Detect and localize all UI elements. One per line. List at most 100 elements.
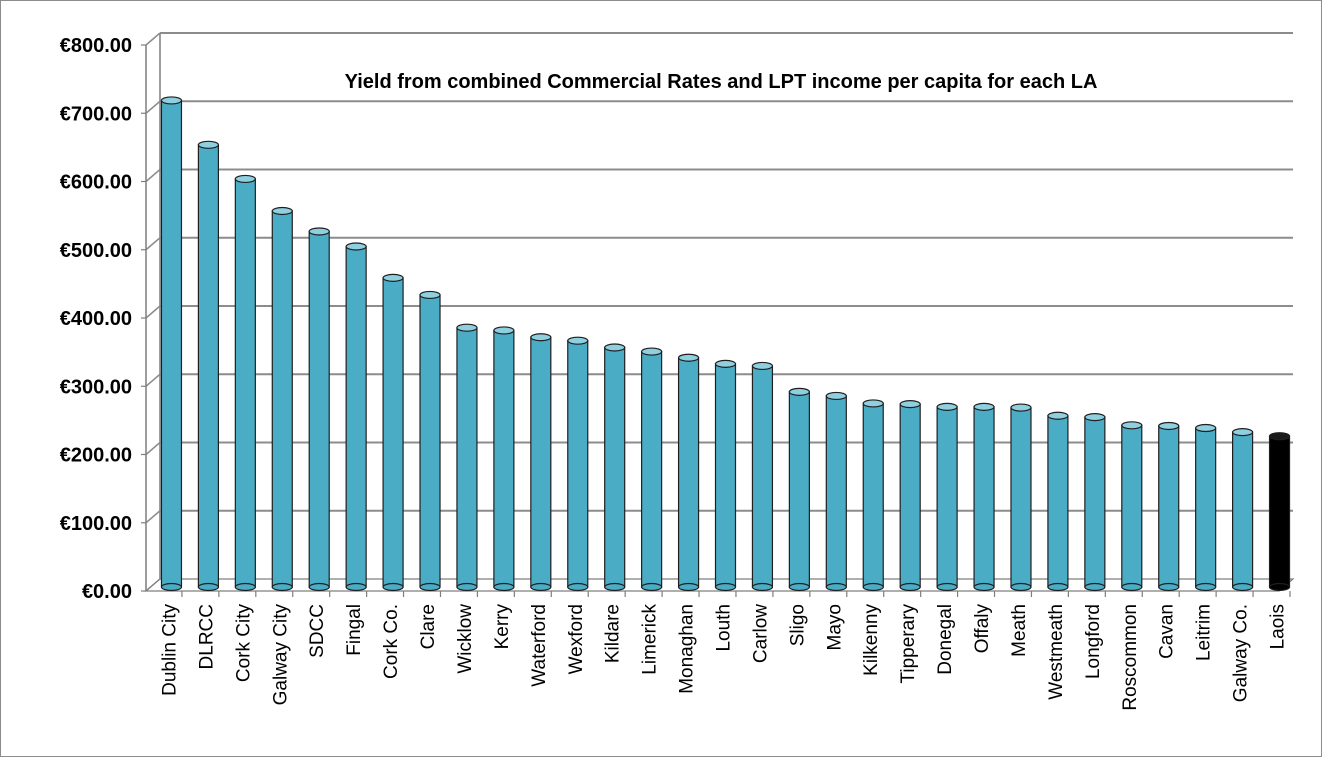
x-tick-label: Mayo xyxy=(824,604,845,650)
bar-body xyxy=(862,402,884,588)
bar-body xyxy=(788,391,810,588)
bar xyxy=(493,326,515,592)
y-tick-label: €400.00 xyxy=(60,308,132,330)
bars xyxy=(160,96,1291,592)
bar-base xyxy=(1047,582,1069,592)
x-tick-label: Wicklow xyxy=(455,604,476,674)
bar xyxy=(160,96,183,592)
bar-body xyxy=(751,365,774,588)
bar-base xyxy=(456,582,478,592)
bar-top xyxy=(382,273,404,282)
bar xyxy=(1047,411,1069,592)
bar-base xyxy=(493,582,515,592)
x-tick-label: Waterford xyxy=(529,604,550,687)
x-tick-label: Carlow xyxy=(750,604,771,663)
y-tick-label: €0.00 xyxy=(82,581,132,603)
bar-top xyxy=(1121,421,1143,430)
y-tick-label: €600.00 xyxy=(60,172,132,194)
bar xyxy=(1010,403,1032,592)
bar-base xyxy=(345,582,367,592)
bar-top xyxy=(825,391,847,401)
y-tick-label: €700.00 xyxy=(60,103,132,125)
bar-top xyxy=(271,206,293,216)
bar-top xyxy=(899,400,921,409)
bar-top xyxy=(345,242,367,251)
bar xyxy=(825,391,847,592)
bar-body xyxy=(641,350,663,588)
x-tick-label: Longford xyxy=(1083,604,1104,679)
bar-base xyxy=(160,582,183,592)
bar-body xyxy=(1268,435,1291,588)
bar xyxy=(234,174,256,592)
x-tick-label: Galway City xyxy=(270,604,291,706)
x-tick-label: Donegal xyxy=(935,604,956,675)
bar-top xyxy=(1158,421,1180,431)
bar-top xyxy=(788,387,810,396)
bar-base xyxy=(530,582,552,592)
bar-top xyxy=(751,361,774,371)
bar xyxy=(567,336,589,592)
bar xyxy=(788,387,810,592)
x-tick-label: Fingal xyxy=(344,604,365,656)
bar-body xyxy=(899,403,921,588)
bar-base xyxy=(382,582,404,592)
bar-base xyxy=(604,582,626,592)
bar-base xyxy=(677,582,700,592)
x-tick-label: DLRCC xyxy=(196,604,217,669)
x-tick-label: Kilkenny xyxy=(861,604,882,676)
x-tick-label: Tipperary xyxy=(898,604,919,684)
bar-base xyxy=(714,582,737,592)
y-tick-label: €800.00 xyxy=(60,35,132,57)
bar-base xyxy=(788,582,810,592)
bar-body xyxy=(1121,424,1143,588)
bar xyxy=(677,353,700,592)
bar-body xyxy=(936,406,958,588)
bar-body xyxy=(382,277,404,588)
x-tick-label: Kildare xyxy=(603,604,624,663)
bar-top xyxy=(1231,428,1254,437)
bar xyxy=(382,273,404,592)
bar-body xyxy=(973,406,995,588)
bar xyxy=(1084,413,1106,592)
x-tick-label: Sligo xyxy=(787,604,808,646)
bar-base xyxy=(234,582,256,592)
bar-top xyxy=(419,290,441,300)
bar-body xyxy=(604,346,626,588)
x-tick-label: Cork Co. xyxy=(381,604,402,679)
x-tick-label: Cavan xyxy=(1157,604,1178,659)
bar-top xyxy=(530,333,552,342)
bar-base xyxy=(751,582,774,592)
y-tick-label: €200.00 xyxy=(60,445,132,467)
bar-top xyxy=(973,402,995,411)
bar-top xyxy=(456,323,478,332)
bar-body xyxy=(1158,425,1180,588)
bar-base xyxy=(197,582,220,592)
y-tick-label: €300.00 xyxy=(60,376,132,398)
bar-base xyxy=(271,582,293,592)
x-tick-label: Laois xyxy=(1268,604,1289,649)
chart-title: Yield from combined Commercial Rates and… xyxy=(345,71,1098,93)
bar-body xyxy=(456,327,478,588)
bar-body xyxy=(160,99,183,588)
bar-body xyxy=(567,340,589,588)
bar-base xyxy=(862,582,884,592)
x-tick-label: SDCC xyxy=(307,604,328,658)
bar xyxy=(308,227,330,592)
bar-body xyxy=(1231,431,1254,588)
bar-body xyxy=(1047,415,1069,588)
x-tick-label: Westmeath xyxy=(1046,604,1067,700)
bar-top xyxy=(604,343,626,352)
bar xyxy=(641,347,663,592)
bar-top xyxy=(1195,423,1217,433)
bar xyxy=(1121,421,1143,592)
bar-base xyxy=(1121,582,1143,592)
bar xyxy=(862,399,884,592)
bar-body xyxy=(530,336,552,588)
bar-base xyxy=(419,582,441,592)
bar-body xyxy=(271,210,293,588)
bar xyxy=(936,402,958,592)
x-tick-label: Roscommon xyxy=(1120,604,1141,711)
bar-base xyxy=(1084,582,1106,592)
bar-base xyxy=(1268,582,1291,592)
